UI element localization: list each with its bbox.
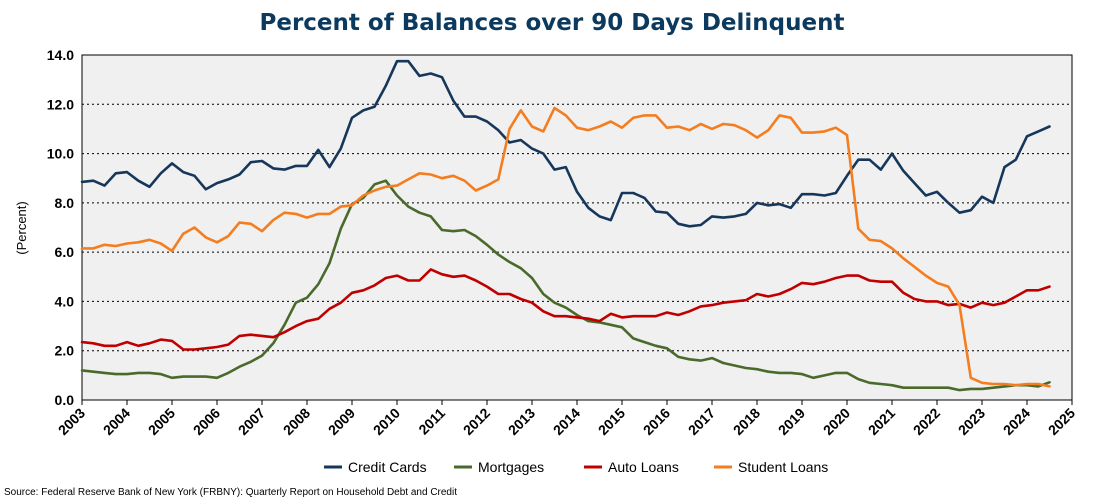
x-tick-label: 2018 — [730, 405, 763, 438]
x-tick-label: 2013 — [505, 405, 538, 438]
y-tick-label: 12.0 — [47, 96, 74, 112]
legend-item-student-loans: Student Loans — [714, 459, 828, 475]
series-line-auto-loans — [80, 268, 1051, 351]
y-tick-label: 4.0 — [55, 293, 75, 309]
x-tick-label: 2022 — [910, 405, 943, 438]
x-tick-label: 2021 — [865, 405, 898, 438]
y-tick-label: 10.0 — [47, 146, 74, 162]
x-tick-label: 2010 — [370, 405, 403, 438]
x-tick-label: 2006 — [190, 405, 223, 438]
y-tick-label: 14.0 — [47, 47, 74, 63]
y-tick-label: 2.0 — [55, 343, 75, 359]
y-tick-label: 8.0 — [55, 195, 75, 211]
grid-lines — [82, 103, 1072, 352]
legend-item-mortgages: Mortgages — [454, 459, 544, 475]
legend-label: Auto Loans — [608, 459, 679, 475]
legend-label: Mortgages — [478, 459, 544, 475]
y-tick-label: 6.0 — [55, 244, 75, 260]
series-line-credit-cards — [80, 59, 1051, 228]
legend: Credit Cards Mortgages Auto Loans Student L… — [324, 459, 828, 475]
y-tick-label: 0.0 — [55, 392, 75, 408]
y-axis-label: (Percent) — [14, 201, 29, 254]
x-tick-label: 2019 — [775, 405, 808, 438]
series-lines — [80, 59, 1051, 392]
x-tick-label: 2007 — [235, 405, 268, 438]
x-tick-label: 2024 — [1000, 405, 1033, 438]
source-note: Source: Federal Reserve Bank of New York… — [4, 487, 457, 498]
x-tick-label: 2017 — [685, 405, 718, 438]
plot-area — [81, 54, 1073, 401]
x-tick-label: 2009 — [325, 405, 358, 438]
x-tick-label: 2004 — [100, 405, 133, 438]
x-tick-label: 2011 — [415, 405, 448, 438]
legend-item-credit-cards: Credit Cards — [324, 459, 427, 475]
x-tick-label: 2005 — [145, 405, 178, 438]
y-axis-ticks: 0.0 2.0 4.0 6.0 8.0 10.0 12.0 14.0 — [47, 47, 74, 408]
x-tick-label: 2016 — [640, 405, 673, 438]
x-axis-ticks: 2003 2004 2005 2006 2007 2008 2009 2010 2011 2012… — [55, 400, 1078, 438]
x-tick-label: 2008 — [280, 405, 313, 438]
x-tick-label: 2025 — [1045, 405, 1078, 438]
chart-title: Percent of Balances over 90 Days Delinqu… — [260, 10, 845, 36]
x-tick-label: 2020 — [820, 405, 853, 438]
x-tick-label: 2003 — [55, 405, 88, 438]
legend-item-auto-loans: Auto Loans — [584, 459, 679, 475]
legend-label: Credit Cards — [348, 459, 427, 475]
x-tick-label: 2015 — [595, 405, 628, 438]
legend-label: Student Loans — [738, 459, 828, 475]
x-tick-label: 2014 — [550, 405, 583, 438]
series-line-mortgages — [80, 179, 1051, 392]
series-line-student-loans — [80, 106, 1051, 388]
x-tick-label: 2023 — [955, 405, 988, 438]
x-tick-label: 2012 — [460, 405, 493, 438]
